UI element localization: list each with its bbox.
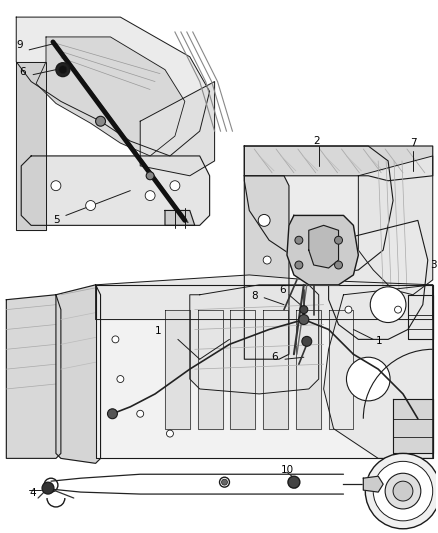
Polygon shape [56, 285, 101, 463]
Text: 6: 6 [271, 352, 278, 362]
Polygon shape [165, 310, 190, 429]
Circle shape [335, 261, 343, 269]
Circle shape [385, 473, 421, 509]
Text: 1: 1 [376, 336, 383, 346]
Text: 9: 9 [16, 40, 23, 50]
Circle shape [395, 306, 402, 313]
Polygon shape [244, 146, 433, 181]
Text: 4: 4 [29, 488, 36, 498]
Text: 6: 6 [19, 67, 26, 77]
Circle shape [295, 261, 303, 269]
Circle shape [370, 287, 406, 322]
Polygon shape [140, 82, 215, 176]
Circle shape [137, 410, 144, 417]
Text: 1: 1 [155, 326, 162, 336]
Text: 6: 6 [279, 285, 286, 295]
Circle shape [345, 306, 352, 313]
Circle shape [107, 409, 117, 419]
Circle shape [170, 181, 180, 191]
Circle shape [146, 172, 154, 180]
Circle shape [51, 181, 61, 191]
Polygon shape [95, 285, 433, 458]
Circle shape [263, 256, 271, 264]
Polygon shape [393, 399, 433, 454]
Text: 7: 7 [410, 138, 417, 148]
Circle shape [166, 430, 173, 437]
Text: 2: 2 [314, 136, 320, 146]
Polygon shape [21, 156, 210, 225]
Polygon shape [408, 295, 433, 340]
Circle shape [288, 476, 300, 488]
Polygon shape [16, 17, 210, 156]
Polygon shape [36, 37, 185, 156]
Polygon shape [263, 310, 288, 429]
Circle shape [86, 200, 95, 211]
Circle shape [393, 481, 413, 501]
Polygon shape [363, 476, 383, 492]
Circle shape [56, 63, 70, 77]
Circle shape [219, 477, 230, 487]
Polygon shape [296, 310, 321, 429]
Circle shape [346, 357, 390, 401]
Circle shape [42, 482, 54, 494]
Circle shape [365, 454, 438, 529]
Circle shape [95, 116, 106, 126]
Text: 3: 3 [430, 260, 436, 270]
Polygon shape [230, 310, 255, 429]
Polygon shape [328, 220, 428, 340]
Polygon shape [198, 310, 223, 429]
Circle shape [117, 376, 124, 383]
Circle shape [335, 236, 343, 244]
Text: 8: 8 [251, 291, 258, 301]
Polygon shape [244, 176, 289, 359]
Circle shape [258, 214, 270, 227]
Polygon shape [16, 62, 46, 230]
Polygon shape [190, 285, 319, 394]
Circle shape [222, 479, 227, 485]
Circle shape [145, 191, 155, 200]
Circle shape [300, 305, 308, 313]
Circle shape [44, 478, 58, 492]
Polygon shape [328, 310, 353, 429]
Polygon shape [309, 225, 339, 268]
Text: 10: 10 [281, 465, 294, 475]
Polygon shape [95, 275, 433, 320]
Circle shape [112, 336, 119, 343]
Polygon shape [165, 211, 195, 225]
Polygon shape [6, 295, 61, 458]
Circle shape [373, 462, 433, 521]
Circle shape [302, 336, 312, 346]
Polygon shape [287, 215, 358, 285]
Text: 5: 5 [53, 215, 60, 225]
Circle shape [295, 236, 303, 244]
Polygon shape [324, 285, 433, 458]
Polygon shape [244, 146, 393, 275]
Circle shape [59, 66, 67, 74]
Polygon shape [358, 156, 433, 295]
Circle shape [299, 314, 309, 325]
